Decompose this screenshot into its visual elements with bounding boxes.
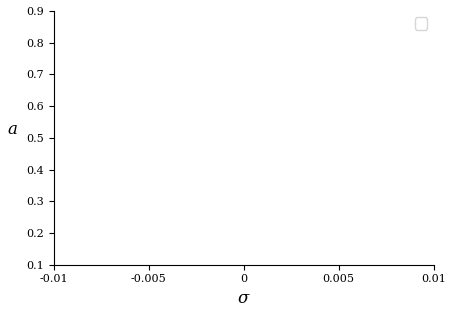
Y-axis label: $a$: $a$ (7, 121, 18, 138)
Legend:  (415, 17, 427, 30)
X-axis label: $\sigma$: $\sigma$ (237, 290, 251, 307)
